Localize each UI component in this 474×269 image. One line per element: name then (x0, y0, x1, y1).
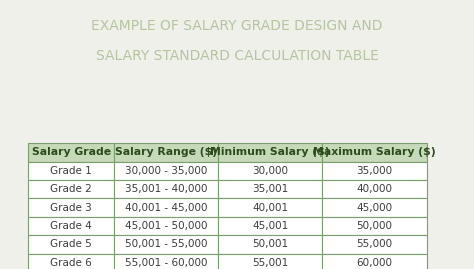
Bar (28, 180, 114, 199)
Text: SALARY STANDARD CALCULATION TABLE: SALARY STANDARD CALCULATION TABLE (96, 49, 378, 63)
Bar (322, 162, 427, 180)
Text: 50,000: 50,000 (356, 221, 392, 231)
Bar (218, 199, 322, 217)
Text: Salary Grade: Salary Grade (32, 147, 110, 157)
Text: Maximum Salary ($): Maximum Salary ($) (313, 147, 436, 157)
Bar (114, 180, 218, 199)
Bar (114, 199, 218, 217)
Bar (322, 235, 427, 254)
Bar (28, 254, 114, 269)
Text: 55,001: 55,001 (252, 258, 288, 268)
Bar (322, 199, 427, 217)
Bar (218, 235, 322, 254)
Text: 55,001 - 60,000: 55,001 - 60,000 (125, 258, 207, 268)
Text: Grade 1: Grade 1 (50, 166, 92, 176)
Bar (28, 199, 114, 217)
Text: 60,000: 60,000 (356, 258, 392, 268)
Bar (114, 162, 218, 180)
Bar (28, 162, 114, 180)
Text: 35,001: 35,001 (252, 184, 288, 194)
Bar (322, 143, 427, 162)
Text: Salary Range ($): Salary Range ($) (115, 147, 217, 157)
Text: Grade 3: Grade 3 (50, 203, 92, 213)
Text: 40,000: 40,000 (356, 184, 392, 194)
Bar (322, 180, 427, 199)
Text: Grade 2: Grade 2 (50, 184, 92, 194)
Text: 30,000: 30,000 (252, 166, 288, 176)
Bar (218, 143, 322, 162)
Bar (322, 254, 427, 269)
Text: Grade 6: Grade 6 (50, 258, 92, 268)
Bar (218, 180, 322, 199)
Bar (114, 143, 218, 162)
Text: 50,001 - 55,000: 50,001 - 55,000 (125, 239, 207, 249)
Text: 55,000: 55,000 (356, 239, 392, 249)
Text: 35,001 - 40,000: 35,001 - 40,000 (125, 184, 207, 194)
Text: 40,001 - 45,000: 40,001 - 45,000 (125, 203, 207, 213)
Bar (28, 217, 114, 235)
Bar (218, 217, 322, 235)
Text: 50,001: 50,001 (252, 239, 288, 249)
Text: 40,001: 40,001 (252, 203, 288, 213)
Bar (218, 162, 322, 180)
Bar (114, 254, 218, 269)
Text: Grade 4: Grade 4 (50, 221, 92, 231)
Text: 45,001 - 50,000: 45,001 - 50,000 (125, 221, 207, 231)
Text: 35,000: 35,000 (356, 166, 392, 176)
Text: 45,001: 45,001 (252, 221, 288, 231)
Bar (28, 143, 114, 162)
Bar (114, 235, 218, 254)
Text: Minimum Salary ($): Minimum Salary ($) (210, 147, 330, 157)
Text: EXAMPLE OF SALARY GRADE DESIGN AND: EXAMPLE OF SALARY GRADE DESIGN AND (91, 19, 383, 33)
Bar (218, 254, 322, 269)
Bar (114, 217, 218, 235)
Text: Grade 5: Grade 5 (50, 239, 92, 249)
Bar (322, 217, 427, 235)
Bar (28, 235, 114, 254)
Text: 30,000 - 35,000: 30,000 - 35,000 (125, 166, 207, 176)
Text: 45,000: 45,000 (356, 203, 392, 213)
